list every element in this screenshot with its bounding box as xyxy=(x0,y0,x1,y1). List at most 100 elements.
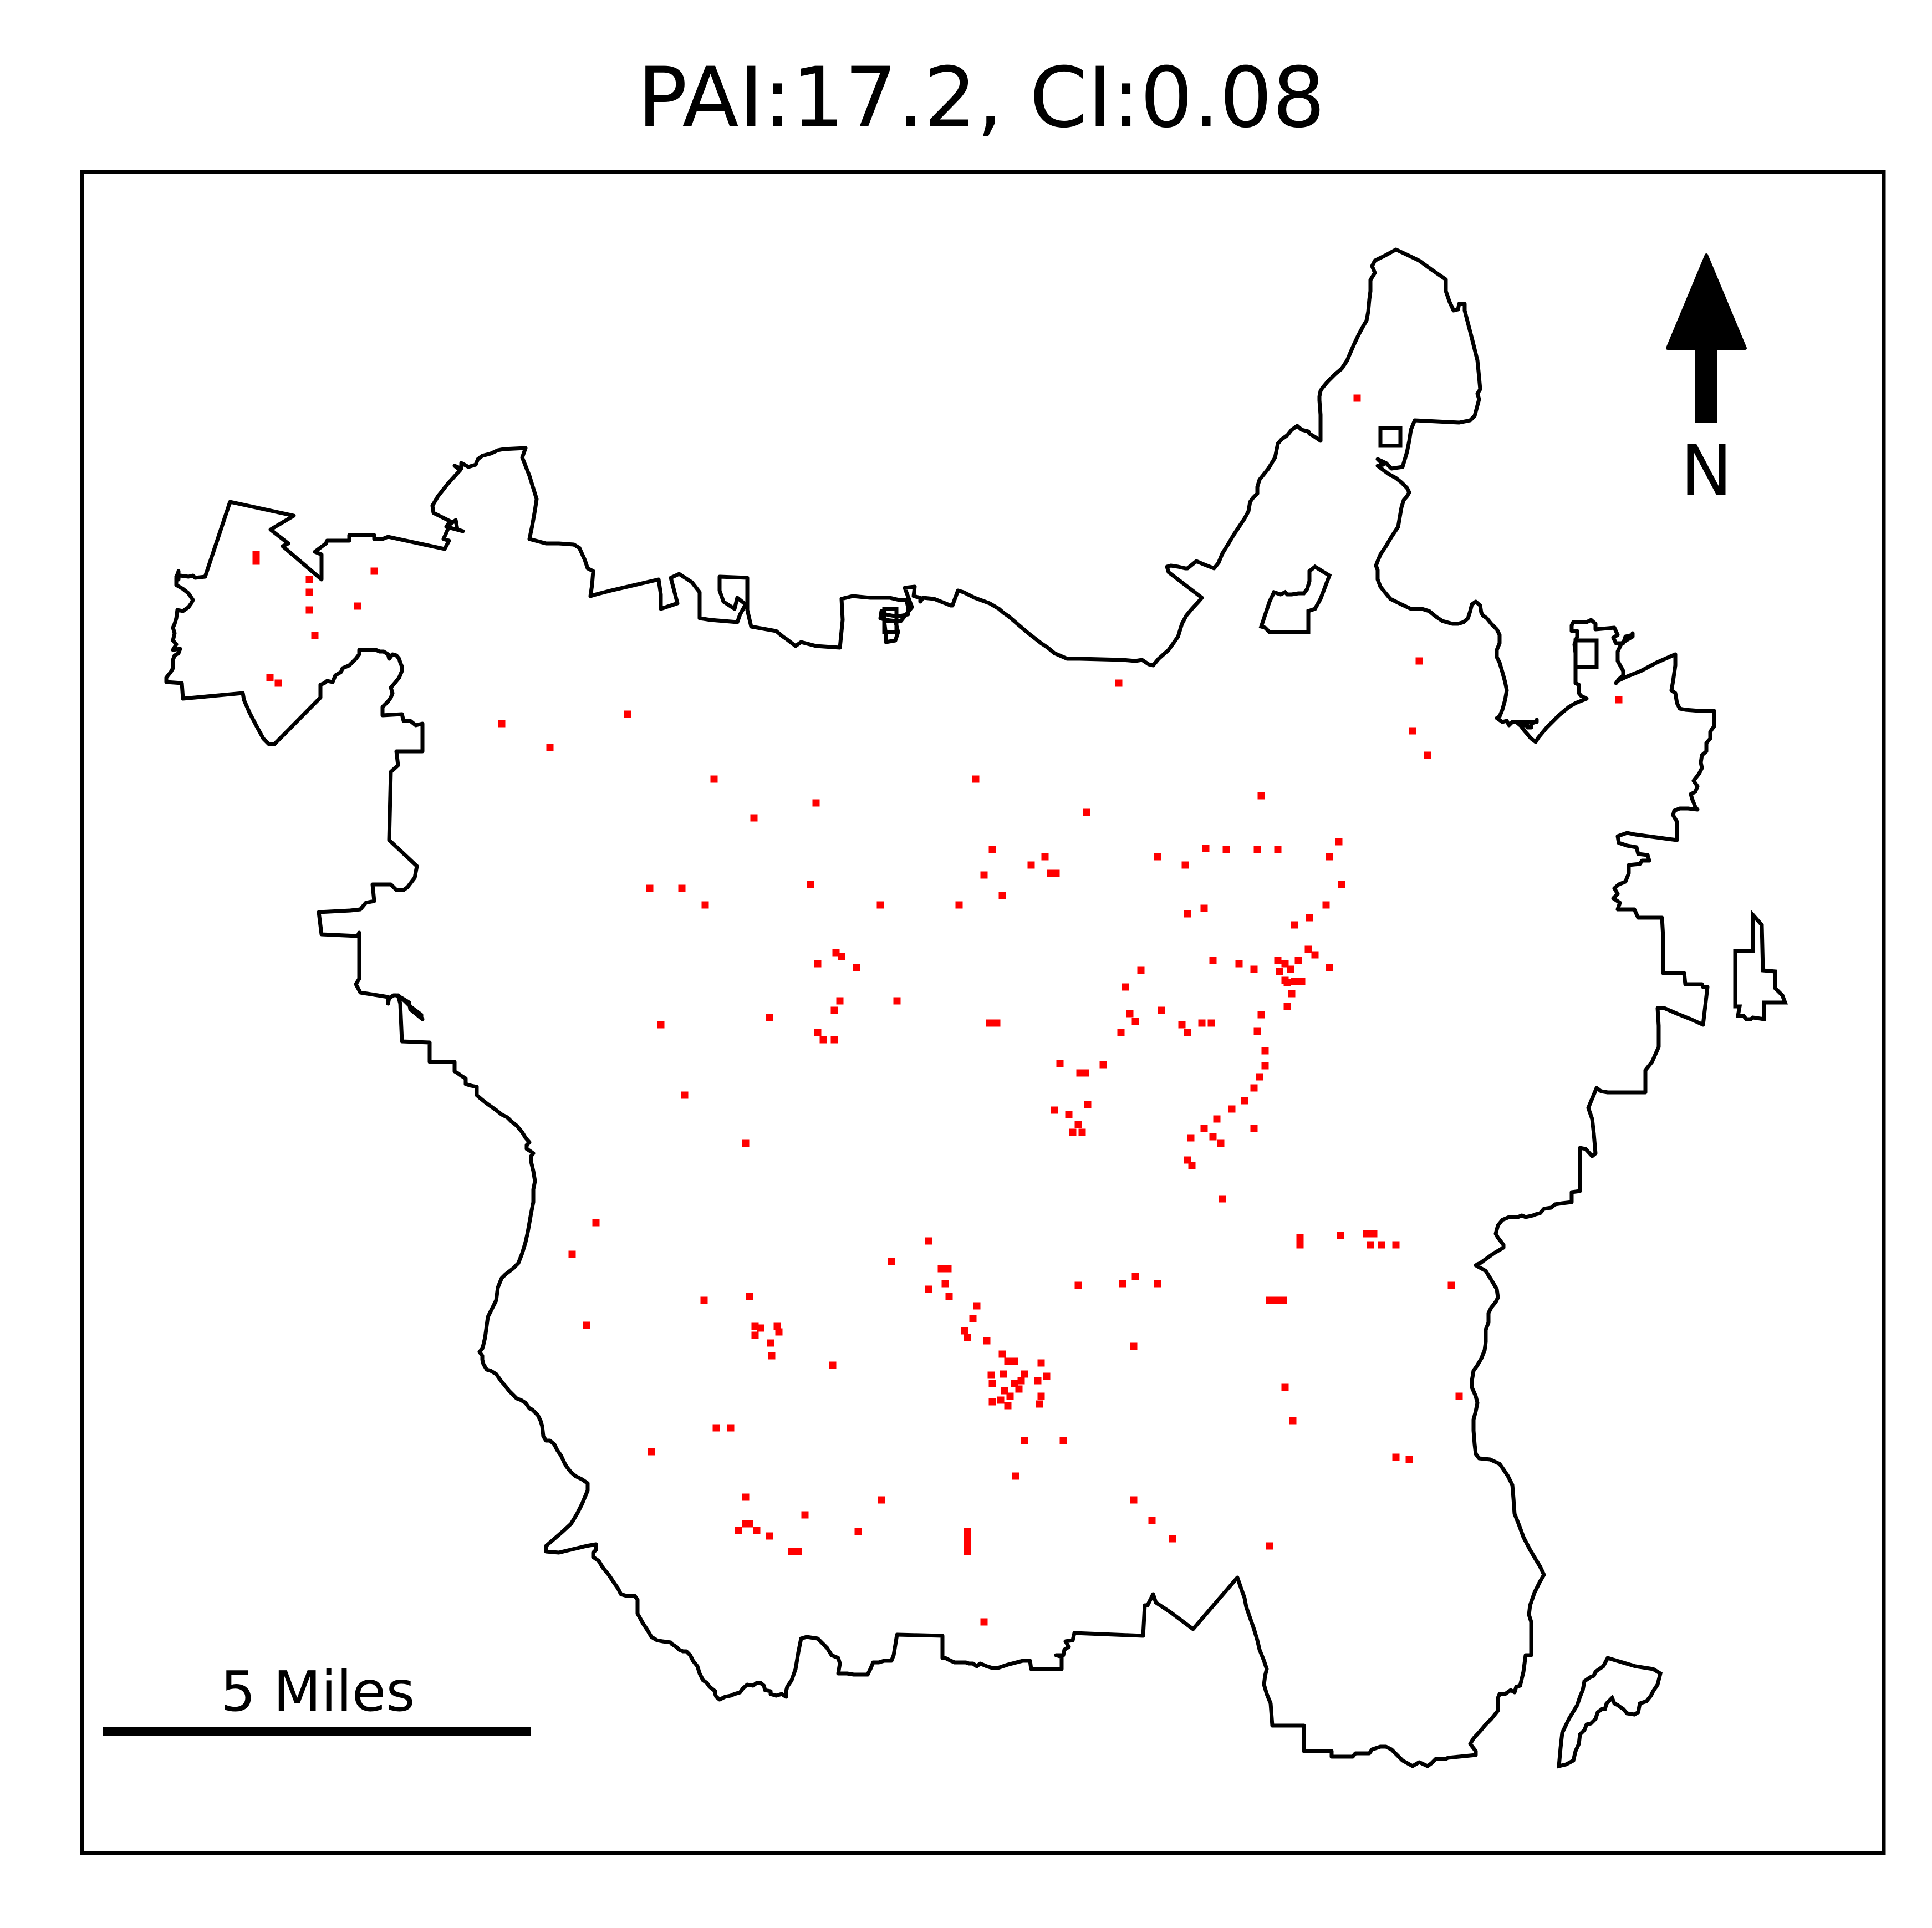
hotspot-cell xyxy=(742,1139,750,1147)
hotspot-cell xyxy=(750,814,758,822)
hotspot-cell xyxy=(1037,1359,1045,1367)
hotspot-cell xyxy=(876,901,884,909)
hotspot-cell xyxy=(925,1285,932,1293)
hotspot-cell xyxy=(1291,921,1298,929)
hotspot-cell xyxy=(1338,881,1345,888)
hotspot-cell xyxy=(937,1265,945,1273)
hotspot-cell xyxy=(1052,869,1060,877)
hotspot-cell xyxy=(274,679,282,687)
hotspot-cell xyxy=(1184,910,1191,918)
hotspot-cell xyxy=(1222,846,1230,853)
hotspot-cell xyxy=(807,881,814,888)
hotspot-cell xyxy=(773,1322,781,1330)
hotspot-cell xyxy=(986,1019,993,1027)
hotspot-cell xyxy=(1083,808,1090,816)
hotspot-cell xyxy=(1043,1372,1051,1380)
hotspot-cell xyxy=(1279,1296,1287,1304)
hotspot-cell xyxy=(1076,1069,1084,1077)
hotspot-cell xyxy=(1370,1230,1378,1238)
hotspot-cell xyxy=(1004,1402,1012,1410)
hotspot-cell xyxy=(1415,657,1423,665)
hotspot-cell xyxy=(1117,1029,1125,1036)
hotspot-cell xyxy=(925,1237,932,1245)
hotspot-cell xyxy=(1011,1357,1018,1365)
hotspot-cell xyxy=(878,1496,885,1504)
hotspot-cell xyxy=(944,1265,952,1273)
hotspot-cell xyxy=(1004,1357,1012,1365)
hotspot-cell xyxy=(1272,1296,1280,1304)
hotspot-cell xyxy=(710,775,718,783)
hotspot-cell xyxy=(988,1380,996,1387)
hotspot-cell xyxy=(592,1219,600,1227)
hotspot-cell xyxy=(1198,1019,1206,1027)
hotspot-cell xyxy=(1276,968,1283,975)
hotspot-cell xyxy=(1200,1125,1208,1132)
hotspot-cell xyxy=(1021,1370,1028,1378)
hotspot-cell xyxy=(305,606,313,614)
hotspot-cell xyxy=(1115,679,1123,687)
hotspot-cell xyxy=(1241,1097,1248,1105)
hotspot-cell xyxy=(993,1019,1001,1027)
city-boundary-outline xyxy=(164,247,1716,1768)
hotspot-cell xyxy=(1015,1385,1023,1393)
hotspot-cell xyxy=(1012,1472,1019,1480)
hotspot-cell xyxy=(972,775,980,783)
hotspot-cell xyxy=(498,720,506,728)
hotspot-cell xyxy=(1213,1115,1221,1123)
island-southeast xyxy=(1557,1655,1663,1769)
hotspot-cell xyxy=(1296,1241,1304,1249)
hotspot-cell xyxy=(1296,1234,1304,1242)
hotspot-cell xyxy=(854,1528,862,1535)
hotspot-cell xyxy=(753,1527,761,1534)
map-frame xyxy=(80,170,1886,1855)
hotspot-cell xyxy=(1051,1106,1058,1114)
enclave-north-square xyxy=(1378,426,1403,448)
island-north-center xyxy=(1258,564,1332,634)
hotspot-cell xyxy=(751,1322,759,1330)
hotspot-cell xyxy=(1266,1296,1273,1304)
hotspot-cell xyxy=(1130,1496,1138,1504)
hotspot-cell xyxy=(252,557,260,565)
hotspot-cell xyxy=(1363,1230,1370,1238)
hotspot-cell xyxy=(1256,1073,1263,1081)
hotspot-cell xyxy=(701,901,709,909)
hotspot-cell xyxy=(1209,1133,1217,1141)
hotspot-cell xyxy=(1291,978,1298,985)
hotspot-cell xyxy=(1041,853,1049,861)
hotspot-cell xyxy=(757,1324,764,1332)
hotspot-cell xyxy=(980,871,988,879)
hotspot-cell xyxy=(830,1006,838,1014)
hotspot-cell xyxy=(700,1296,708,1304)
hotspot-cell xyxy=(766,1014,773,1021)
hotspot-cell xyxy=(1056,1060,1064,1067)
hotspot-cell xyxy=(1122,983,1129,991)
map-title: PAI:17.2, CI:0.08 xyxy=(637,50,1325,146)
hotspot-cell xyxy=(727,1424,735,1432)
hotspot-cell xyxy=(1178,1021,1186,1029)
hotspot-cell xyxy=(1131,1273,1139,1280)
hotspot-cell xyxy=(964,1535,971,1543)
hotspot-cell xyxy=(1281,1383,1289,1391)
hotspot-cell xyxy=(1337,1232,1344,1239)
hotspot-cell xyxy=(1250,1125,1258,1132)
hotspot-cell xyxy=(1181,861,1189,869)
scale-bar: 5 Miles xyxy=(103,1659,531,1736)
hotspot-cell xyxy=(1011,1380,1018,1387)
hotspot-cell xyxy=(1006,1392,1014,1400)
hotspot-cell xyxy=(1311,951,1319,959)
enclave-north-small xyxy=(882,607,899,634)
hotspot-cell xyxy=(1392,1453,1400,1461)
hotspot-cell xyxy=(746,1293,753,1300)
hotspot-cell xyxy=(1187,1134,1195,1142)
hotspot-cell xyxy=(832,949,840,957)
hotspot-cell xyxy=(998,1350,1006,1358)
north-arrow-label: N xyxy=(1680,431,1732,511)
hotspot-cell xyxy=(305,576,313,583)
hotspot-cell xyxy=(1289,1417,1297,1425)
hotspot-cell xyxy=(988,846,996,853)
hotspot-cell xyxy=(997,1396,1005,1404)
hotspot-cell xyxy=(853,964,860,971)
hotspot-cell xyxy=(1200,904,1208,912)
hotspot-cell xyxy=(1219,1195,1226,1203)
